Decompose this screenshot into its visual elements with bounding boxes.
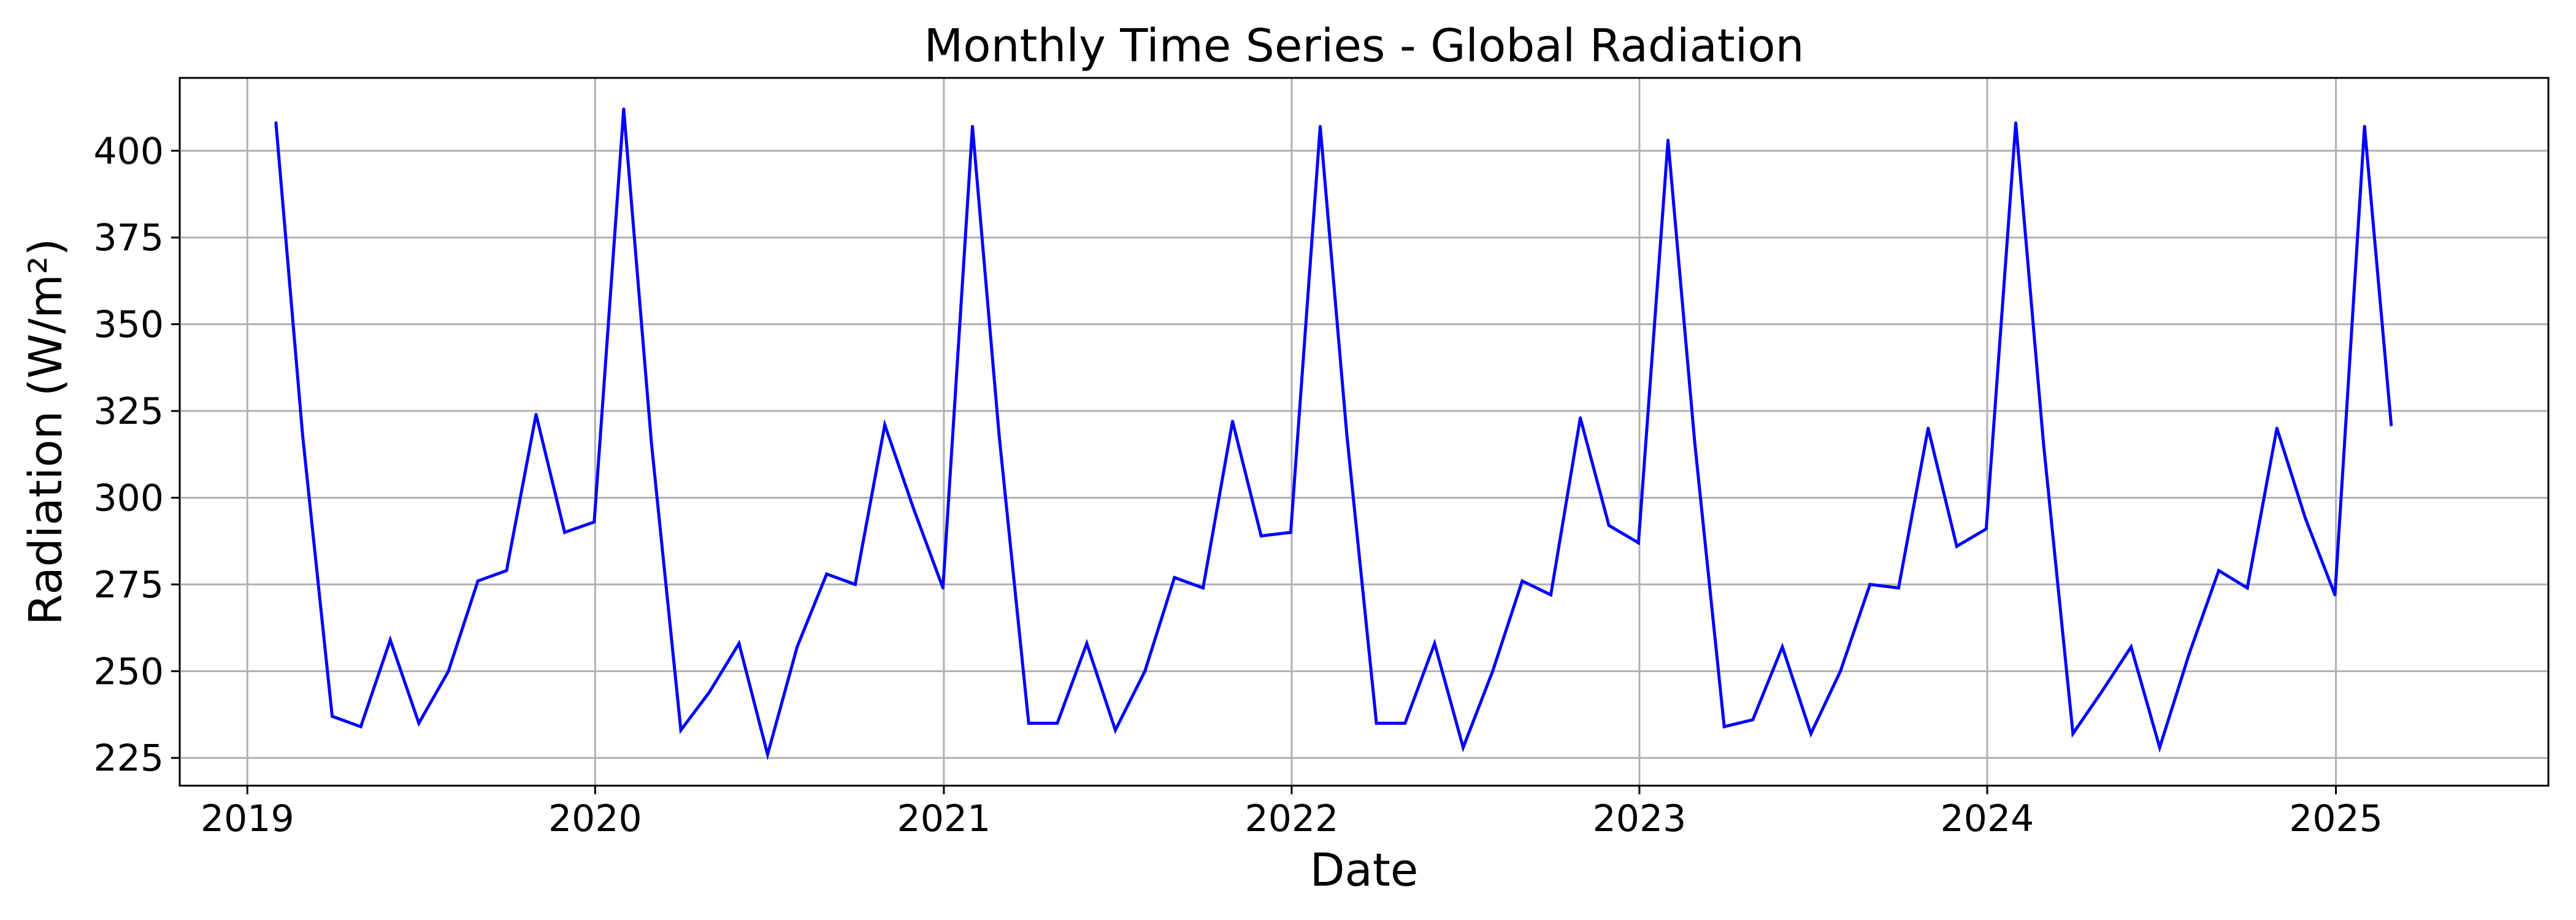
data-point <box>2099 690 2103 694</box>
data-point <box>2333 593 2337 597</box>
data-point <box>563 531 567 534</box>
grid-lines <box>180 78 2548 786</box>
data-point <box>825 572 829 576</box>
data-point <box>476 579 480 583</box>
data-point <box>1751 718 1755 721</box>
y-tick-label: 400 <box>93 130 164 173</box>
x-tick-label: 2021 <box>897 797 991 840</box>
data-point <box>2275 426 2279 430</box>
y-tick-label: 325 <box>93 390 164 433</box>
y-tick-label: 250 <box>93 650 164 693</box>
y-tick-label: 375 <box>93 217 164 259</box>
data-point <box>1202 586 1205 590</box>
data-point <box>1549 593 1552 597</box>
x-axis-ticks: 2019 2020 2021 2022 2023 2024 2025 <box>201 786 2383 840</box>
data-point <box>1955 545 1958 548</box>
data-point <box>737 642 741 645</box>
data-point <box>971 125 974 128</box>
data-point <box>417 721 421 725</box>
data-point <box>708 690 711 694</box>
chart-title: Monthly Time Series - Global Radiation <box>924 20 1804 72</box>
data-point <box>301 434 304 437</box>
data-point <box>331 715 334 718</box>
y-axis-ticks: 225 250 275 300 325 350 375 400 <box>93 130 180 780</box>
data-point <box>1319 125 1322 128</box>
data-point <box>1143 669 1147 673</box>
data-point <box>2042 440 2045 444</box>
data-point <box>1897 586 1900 590</box>
data-point <box>1839 669 1842 673</box>
y-tick-label: 350 <box>93 304 164 347</box>
data-point <box>1289 531 1292 534</box>
data-point <box>1607 524 1611 527</box>
data-point <box>1259 534 1263 538</box>
data-point <box>447 669 450 673</box>
data-point <box>1491 669 1495 673</box>
data-point <box>1809 732 1813 735</box>
data-point <box>388 638 392 642</box>
data-point <box>1056 721 1059 725</box>
data-point <box>997 434 1001 437</box>
data-point <box>1666 139 1670 142</box>
data-point <box>1462 746 1465 749</box>
data-point <box>2304 516 2307 520</box>
data-point <box>1693 440 1696 444</box>
x-tick-label: 2025 <box>2289 797 2383 840</box>
data-point <box>2390 423 2393 427</box>
data-point <box>1781 645 1784 649</box>
data-point <box>2014 121 2018 125</box>
data-point <box>2187 652 2191 656</box>
x-tick-label: 2020 <box>548 797 642 840</box>
y-tick-label: 275 <box>93 564 164 607</box>
data-point <box>1868 583 1872 586</box>
data-point <box>1114 729 1117 732</box>
x-tick-label: 2024 <box>1941 797 2034 840</box>
data-point <box>1173 576 1176 580</box>
data-point <box>1520 579 1524 583</box>
data-point <box>1722 725 1726 729</box>
data-point <box>1345 434 1349 437</box>
plot-frame <box>178 77 2550 787</box>
x-axis-label: Date <box>1310 844 1419 897</box>
data-point <box>1926 426 1930 430</box>
data-point <box>853 583 857 586</box>
data-point <box>883 423 887 427</box>
data-point <box>1636 541 1640 545</box>
series-line <box>274 109 2393 761</box>
data-point <box>2245 586 2249 590</box>
x-tick-label: 2022 <box>1245 797 1339 840</box>
data-point <box>359 725 362 729</box>
data-point <box>274 121 278 125</box>
data-point <box>1403 721 1407 725</box>
y-tick-label: 300 <box>93 477 164 519</box>
data-point <box>1433 642 1436 645</box>
y-tick-label: 225 <box>93 737 164 780</box>
data-point <box>1085 642 1089 645</box>
data-point <box>679 729 683 732</box>
data-point <box>795 645 799 649</box>
data-point <box>2363 125 2366 128</box>
data-point <box>1374 721 1378 725</box>
data-point <box>1579 416 1582 420</box>
data-point <box>766 753 769 756</box>
data-point <box>2217 569 2220 572</box>
data-points <box>274 107 2393 756</box>
data-point <box>911 507 915 510</box>
data-point <box>2158 746 2161 749</box>
x-tick-label: 2019 <box>201 797 294 840</box>
data-point <box>2071 732 2075 735</box>
data-point <box>622 107 626 111</box>
data-point <box>2129 645 2133 649</box>
data-point <box>505 569 508 572</box>
data-point <box>1231 420 1235 423</box>
data-point <box>650 440 653 444</box>
data-point <box>941 586 945 590</box>
x-tick-label: 2023 <box>1593 797 1687 840</box>
data-point <box>534 413 538 416</box>
data-point <box>592 520 596 524</box>
data-point <box>1027 721 1030 725</box>
data-point <box>1984 527 1988 531</box>
y-axis-label: Radiation (W/m²) <box>20 239 72 626</box>
